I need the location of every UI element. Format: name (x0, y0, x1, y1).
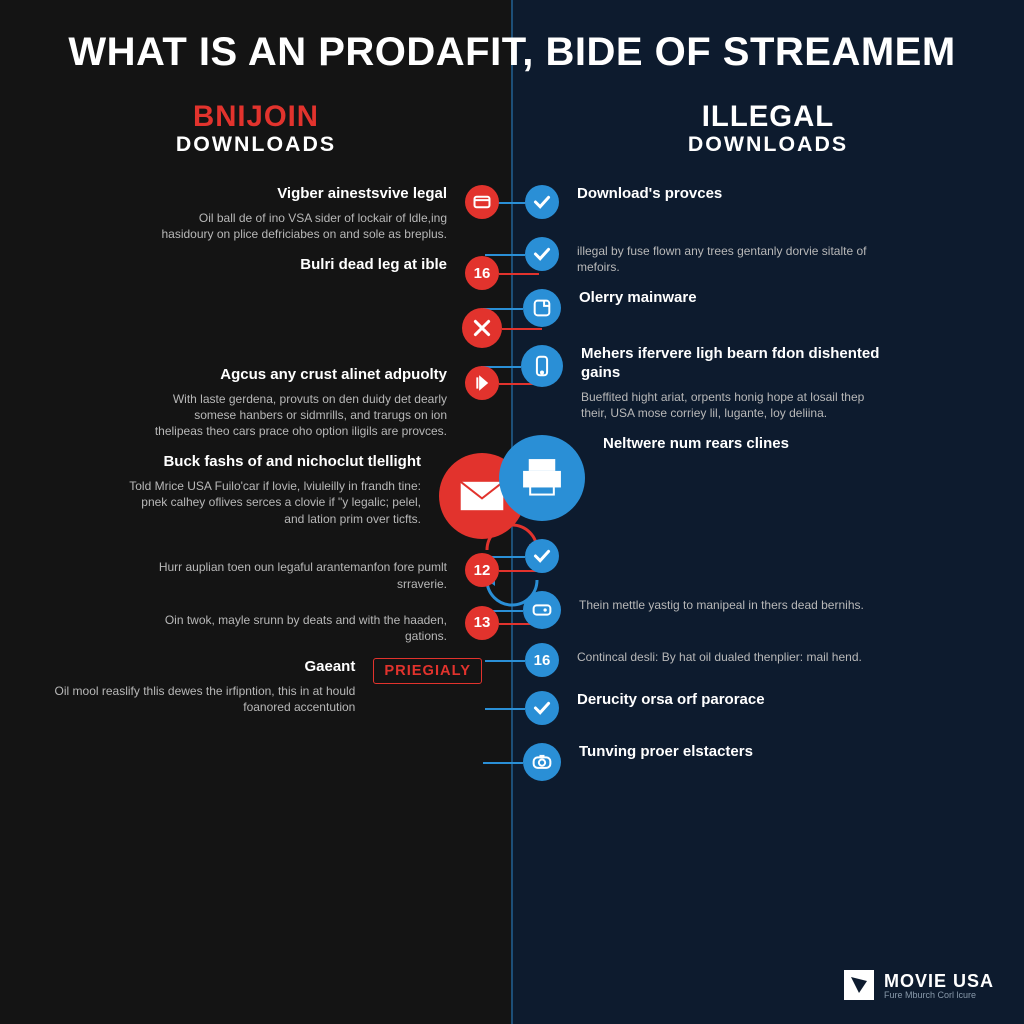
item-row: Neltwere num rears clines (499, 435, 994, 521)
item-text: Thein mettle yastig to manipeal in thers… (561, 591, 864, 613)
item-text: Tunving proer elstacters (561, 743, 753, 762)
printer-node-icon (499, 435, 585, 521)
left-items: Vigber ainestsvive legal Oil ball de of i… (30, 185, 482, 715)
priority-badge: PRIEGIALY (373, 658, 482, 684)
item-text: Gaeant Oil mool reaslify thlis dewes the … (53, 658, 373, 715)
check-node-icon (525, 185, 559, 219)
item-body: illegal by fuse flown any trees gentanly… (577, 243, 879, 275)
x-node-icon (462, 308, 502, 348)
note-node-icon (523, 289, 561, 327)
footer-brand: MOVIE USA (884, 971, 994, 992)
item-body: Hurr auplian toen oun legaful arantemanf… (145, 559, 447, 591)
item-row: Download's provces (525, 185, 994, 219)
connector-line (485, 660, 525, 662)
card-node-icon (465, 185, 499, 219)
infographic-container: WHAT IS AN PRODAFIT, BIDE OF STREAMEM BN… (0, 0, 1024, 1024)
item-body: Contincal desli: By hat oil dualed thenp… (577, 649, 862, 665)
right-header: ILLEGAL DOWNLOADS (542, 100, 994, 157)
item-text: Hurr auplian toen oun legaful arantemanf… (145, 553, 465, 591)
item-heading: Tunving proer elstacters (579, 743, 753, 762)
camera-node-icon (523, 743, 561, 781)
connector-line (483, 762, 523, 764)
item-heading: Buck fashs of and nichoclut tlellight (119, 453, 421, 472)
item-body: Bueffited hight ariat, orpents honig hop… (581, 389, 883, 421)
right-items: Download's provces illegal by fuse flown … (542, 185, 994, 781)
connector-line (485, 708, 525, 710)
skip-node-icon (465, 366, 499, 400)
item-body: Oin twok, mayle srunn by deats and with … (145, 612, 447, 644)
item-heading: Derucity orsa orf parorace (577, 691, 765, 710)
right-panel: ILLEGAL DOWNLOADS Download's provces ille… (512, 0, 1024, 1024)
item-text: Buck fashs of and nichoclut tlellight Tol… (119, 453, 439, 526)
item-row: Thein mettle yastig to manipeal in thers… (523, 591, 994, 629)
phone-node-icon (521, 345, 563, 387)
item-text: Neltwere num rears clines (585, 435, 789, 454)
item-row (30, 308, 502, 348)
number-node-icon: 16 (465, 256, 499, 290)
footer-logo: MOVIE USA Fure Mburch Corl lcure (844, 970, 994, 1000)
item-heading: Neltwere num rears clines (603, 435, 789, 454)
item-row: Oin twok, mayle srunn by deats and with … (30, 606, 499, 644)
item-row: Buck fashs of and nichoclut tlellight Tol… (30, 453, 525, 539)
item-body: Oil ball de of ino VSA sider of lockair … (145, 210, 447, 242)
item-heading: Agcus any crust alinet adpuolty (145, 366, 447, 385)
logo-mark-icon (844, 970, 874, 1000)
item-heading: Mehers ifervere ligh bearn fdon dishente… (581, 345, 883, 383)
item-row: Mehers ifervere ligh bearn fdon dishente… (521, 345, 994, 421)
left-panel: BNIJOIN DOWNLOADS Vigber ainestsvive leg… (0, 0, 512, 1024)
item-row: Tunving proer elstacters (523, 743, 994, 781)
item-heading: Vigber ainestsvive legal (145, 185, 447, 204)
right-header-h1: ILLEGAL (542, 100, 994, 134)
main-title: WHAT IS AN PRODAFIT, BIDE OF STREAMEM (0, 30, 1024, 75)
item-row: Derucity orsa orf parorace (525, 691, 994, 725)
item-row: Olerry mainware (523, 289, 994, 327)
item-text: Download's provces (559, 185, 722, 204)
item-row: Gaeant Oil mool reaslify thlis dewes the … (30, 658, 482, 715)
left-header-h1: BNIJOIN (30, 100, 482, 134)
item-heading: Olerry mainware (579, 289, 697, 308)
item-row: Vigber ainestsvive legal Oil ball de of i… (30, 185, 499, 242)
item-row (525, 539, 994, 573)
item-body: Told Mrice USA Fuilo'car if lovie, lviul… (119, 478, 421, 527)
item-body: Oil mool reaslify thlis dewes the irfipn… (53, 683, 355, 715)
item-text: Mehers ifervere ligh bearn fdon dishente… (563, 345, 883, 421)
check-node-icon (525, 237, 559, 271)
item-heading: Gaeant (53, 658, 355, 677)
left-header-h2: DOWNLOADS (30, 132, 482, 157)
item-text: Bulri dead leg at ible (300, 256, 465, 275)
ticket-node-icon (523, 591, 561, 629)
item-body: With laste gerdena, provuts on den duidy… (145, 391, 447, 440)
left-header: BNIJOIN DOWNLOADS (30, 100, 482, 157)
item-text: Vigber ainestsvive legal Oil ball de of i… (145, 185, 465, 242)
number-node-icon: 16 (525, 643, 559, 677)
item-text: Derucity orsa orf parorace (559, 691, 765, 710)
item-row: illegal by fuse flown any trees gentanly… (525, 237, 994, 275)
item-row: Agcus any crust alinet adpuolty With last… (30, 366, 499, 439)
check-node-icon (525, 539, 559, 573)
item-text: Oin twok, mayle srunn by deats and with … (145, 606, 465, 644)
item-text: Agcus any crust alinet adpuolty With last… (145, 366, 465, 439)
item-heading: Bulri dead leg at ible (300, 256, 447, 275)
item-text: illegal by fuse flown any trees gentanly… (559, 237, 879, 275)
connector-line (485, 254, 525, 256)
item-text: Olerry mainware (561, 289, 697, 308)
check-node-icon (525, 691, 559, 725)
item-body: Thein mettle yastig to manipeal in thers… (579, 597, 864, 613)
item-row: 16 Contincal desli: By hat oil dualed the… (525, 643, 994, 677)
item-row: Bulri dead leg at ible 16 (30, 256, 499, 290)
item-heading: Download's provces (577, 185, 722, 204)
connector-line (499, 273, 539, 275)
right-header-h2: DOWNLOADS (542, 132, 994, 157)
item-row: Hurr auplian toen oun legaful arantemanf… (30, 553, 499, 591)
number-node-icon: 13 (465, 606, 499, 640)
connector-line (502, 328, 542, 330)
item-text: Contincal desli: By hat oil dualed thenp… (559, 643, 862, 665)
